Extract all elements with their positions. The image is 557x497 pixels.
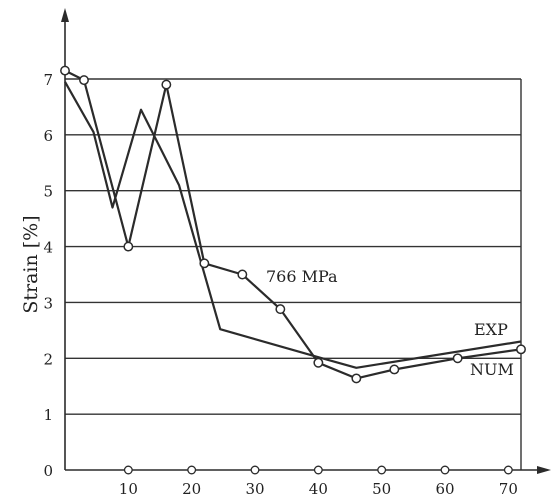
data-point-exp (237, 269, 248, 280)
annotation-766-mpa: 766 MPa (266, 267, 338, 286)
tick-labels: 0 1 2 3 4 5 6 7 10 20 30 40 50 60 70 (43, 71, 517, 497)
y-tick-label: 2 (43, 350, 53, 368)
x-tick-label: 10 (119, 480, 138, 497)
x-tick-label: 20 (182, 480, 201, 497)
series-line-num (64, 81, 522, 369)
data-point-exp (351, 373, 362, 384)
data-point-exp (275, 304, 286, 315)
x-axis-marker (503, 465, 513, 475)
x-axis-arrow-icon (537, 466, 551, 474)
data-point-exp (123, 241, 134, 252)
x-tick-label: 50 (372, 480, 391, 497)
series-label-num: NUM (470, 360, 514, 379)
x-axis-marker (440, 465, 450, 475)
data-point-exp (452, 353, 463, 364)
y-tick-label: 0 (43, 462, 53, 480)
markers-layer (60, 65, 526, 475)
x-tick-label: 30 (245, 480, 264, 497)
x-axis-marker (250, 465, 260, 475)
x-axis-marker (377, 465, 387, 475)
data-point-exp (199, 258, 210, 269)
labels-layer: Strain [%] EXP NUM 766 MPa (20, 215, 514, 379)
x-tick-label: 60 (435, 480, 454, 497)
data-point-exp (60, 65, 70, 76)
data-point-exp (516, 344, 526, 355)
series-line-exp (64, 69, 522, 380)
data-point-exp (313, 357, 324, 368)
data-point-exp (161, 79, 172, 90)
axes-layer (61, 8, 551, 474)
y-axis-arrow-icon (61, 8, 69, 22)
y-tick-label: 1 (43, 406, 53, 424)
series-label-exp: EXP (474, 320, 508, 339)
y-tick-label: 7 (43, 71, 53, 89)
x-axis-marker (123, 465, 133, 475)
y-tick-label: 6 (43, 127, 53, 145)
x-tick-label: 40 (309, 480, 328, 497)
y-axis-title: Strain [%] (20, 215, 42, 313)
x-tick-label: 70 (499, 480, 518, 497)
y-tick-label: 5 (43, 183, 53, 201)
data-point-exp (389, 364, 400, 375)
x-axis-marker (313, 465, 323, 475)
series-layer (64, 69, 522, 380)
y-tick-label: 3 (43, 294, 53, 312)
y-tick-label: 4 (43, 239, 53, 257)
x-axis-marker (187, 465, 197, 475)
data-point-exp (79, 75, 89, 86)
